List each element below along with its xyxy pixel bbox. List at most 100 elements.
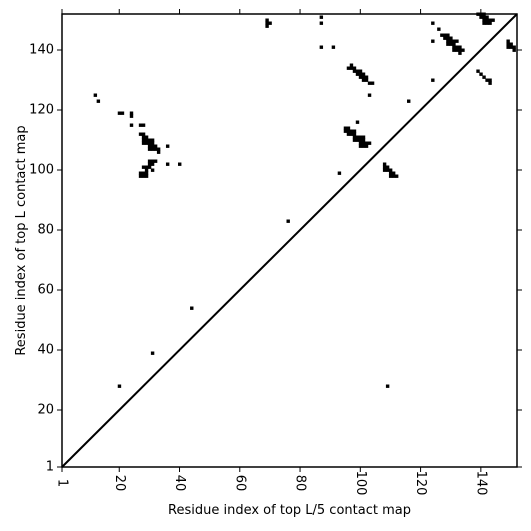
- contact-point-lower: [150, 144, 155, 148]
- contact-point-upper: [355, 72, 360, 76]
- y-tick-label: 100: [29, 163, 54, 178]
- contact-point-upper: [458, 45, 462, 49]
- contact-point-lower: [361, 144, 366, 148]
- contact-point-lower: [129, 123, 134, 127]
- contact-point-lower: [153, 159, 158, 163]
- contact-point-upper: [364, 78, 369, 82]
- diagonal-line: [61, 13, 518, 468]
- contact-point-upper: [349, 63, 354, 67]
- x-tick-label: 60: [232, 475, 247, 492]
- contact-point-upper: [265, 21, 269, 25]
- contact-point-upper: [431, 39, 435, 43]
- contact-point-upper: [446, 39, 450, 43]
- contact-point-lower: [144, 171, 149, 175]
- y-axis-label: Residue index of top L contact map: [14, 125, 29, 355]
- contact-point-lower: [346, 126, 351, 130]
- contact-point-lower: [156, 147, 161, 151]
- contact-point-upper: [440, 33, 444, 37]
- contact-point-lower: [358, 141, 363, 145]
- contact-point-upper: [431, 78, 435, 82]
- contact-point-upper: [449, 42, 453, 46]
- contact-point-lower: [286, 219, 290, 223]
- contact-point-upper: [319, 15, 324, 19]
- contact-point-lower: [129, 111, 134, 115]
- contact-point-upper: [367, 81, 372, 85]
- contact-point-upper: [352, 69, 357, 73]
- contact-point-lower: [355, 135, 360, 139]
- contact-point-upper: [455, 45, 459, 49]
- contact-point-upper: [452, 45, 456, 49]
- contact-point-lower: [141, 171, 146, 175]
- contact-point-lower: [156, 150, 161, 154]
- contact-point-lower: [391, 174, 396, 178]
- contact-point-upper: [446, 42, 450, 46]
- contact-point-lower: [93, 93, 98, 97]
- contact-point-upper: [265, 24, 269, 28]
- x-axis-label: Residue index of top L/5 contact map: [168, 503, 411, 518]
- contact-point-lower: [141, 141, 146, 145]
- contact-point-lower: [141, 123, 146, 127]
- y-tick-label: 60: [37, 283, 54, 298]
- contact-point-upper: [452, 42, 456, 46]
- contact-point-lower: [358, 135, 363, 139]
- contact-point-lower: [150, 159, 155, 163]
- contact-point-lower: [382, 162, 387, 166]
- contact-point-lower: [352, 129, 357, 133]
- contact-point-lower: [144, 165, 149, 169]
- x-tick-label: 20: [112, 475, 127, 492]
- contact-point-lower: [343, 129, 348, 133]
- contact-point-upper: [361, 75, 366, 79]
- contact-point-upper: [485, 15, 489, 19]
- contact-point-lower: [150, 351, 155, 355]
- contact-point-lower: [147, 138, 152, 142]
- contact-point-upper: [482, 18, 486, 22]
- x-tick-label: 120: [413, 471, 428, 496]
- contact-point-lower: [337, 171, 342, 175]
- contact-point-lower: [190, 306, 194, 310]
- contact-point-lower: [153, 147, 158, 151]
- x-tick-label: 100: [353, 471, 368, 496]
- contact-point-upper: [506, 39, 510, 43]
- contact-point-lower: [367, 141, 372, 145]
- contact-point-upper: [458, 48, 462, 52]
- contact-point-upper: [488, 78, 492, 82]
- contact-point-upper: [352, 66, 357, 70]
- contact-point-upper: [482, 15, 486, 19]
- contact-point-upper: [482, 21, 486, 25]
- contact-point-lower: [138, 171, 143, 175]
- contact-point-lower: [388, 174, 393, 178]
- contact-point-lower: [349, 132, 354, 136]
- contact-point-upper: [452, 48, 456, 52]
- contact-point-lower: [346, 132, 351, 136]
- contact-point-upper: [446, 36, 450, 40]
- contact-point-lower: [352, 138, 357, 142]
- contact-point-lower: [153, 144, 158, 148]
- contact-point-lower: [147, 144, 152, 148]
- contact-point-lower: [96, 99, 101, 103]
- contact-point-lower: [355, 120, 360, 124]
- contact-point-lower: [147, 147, 152, 151]
- contact-point-upper: [479, 72, 483, 76]
- contact-point-upper: [370, 81, 375, 85]
- contact-point-lower: [147, 162, 152, 166]
- contact-point-lower: [346, 129, 351, 133]
- contact-point-lower: [355, 138, 360, 142]
- contact-point-lower: [141, 174, 146, 178]
- contact-point-lower: [147, 165, 152, 169]
- contact-point-lower: [144, 168, 149, 172]
- contact-point-lower: [382, 165, 387, 169]
- y-tick-label: 140: [29, 43, 54, 58]
- contact-point-lower: [150, 141, 155, 145]
- contact-point-upper: [461, 48, 465, 52]
- contact-point-lower: [147, 159, 152, 163]
- contact-point-lower: [150, 168, 155, 172]
- contact-point-upper: [509, 42, 513, 46]
- contact-point-lower: [382, 168, 387, 172]
- contact-point-upper: [358, 75, 363, 79]
- contact-point-upper: [455, 48, 459, 52]
- contact-point-upper: [361, 78, 366, 82]
- contact-point-lower: [352, 132, 357, 136]
- contact-point-lower: [343, 126, 348, 130]
